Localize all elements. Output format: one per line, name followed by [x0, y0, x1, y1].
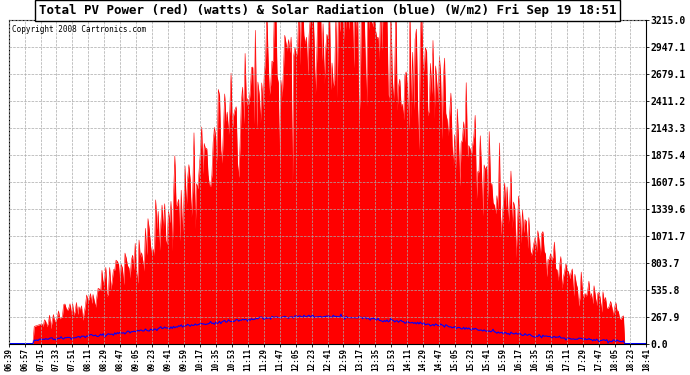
Text: Copyright 2008 Cartronics.com: Copyright 2008 Cartronics.com — [12, 25, 146, 34]
Title: Total PV Power (red) (watts) & Solar Radiation (blue) (W/m2) Fri Sep 19 18:51: Total PV Power (red) (watts) & Solar Rad… — [39, 4, 616, 17]
